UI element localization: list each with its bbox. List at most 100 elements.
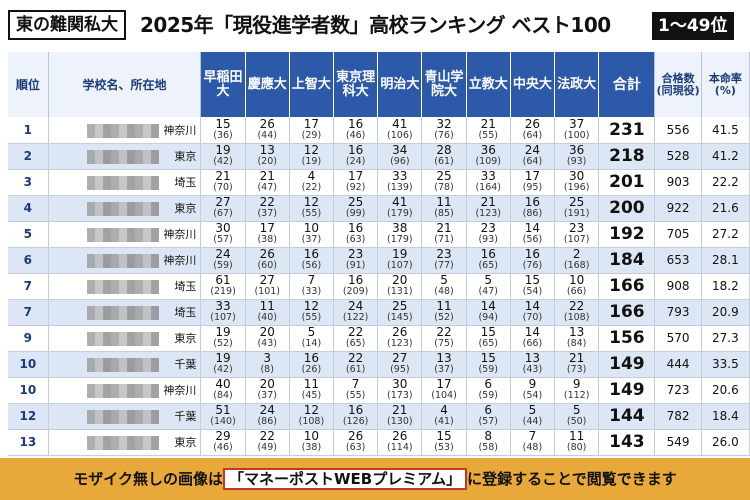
banner-text: モザイク無しの画像は 「マネーポストWEBプレミアム」 に登録することで閲覧できます bbox=[0, 468, 750, 490]
current-students-count: 13 bbox=[436, 351, 452, 365]
total-cell: 184 bbox=[598, 247, 656, 274]
passes-count: (46) bbox=[345, 129, 366, 141]
passes-count: (126) bbox=[342, 416, 369, 427]
school-location: 神奈川 bbox=[163, 228, 197, 241]
passes-count: (123) bbox=[475, 208, 501, 219]
premium-link[interactable]: 「マネーポストWEBプレミアム」 bbox=[222, 468, 468, 490]
university-count-cell: 26 (114) bbox=[377, 429, 423, 456]
mosaic-school-name bbox=[86, 280, 159, 294]
premium-banner[interactable]: モザイク無しの画像は 「マネーポストWEBプレミアム」 に登録することで閲覧できます bbox=[0, 458, 750, 500]
university-count-cell: 23 (93) bbox=[466, 221, 511, 248]
current-students-count: 11 bbox=[303, 377, 320, 391]
school-location: 千葉 bbox=[174, 358, 197, 371]
current-students-count: 38 bbox=[392, 221, 408, 235]
current-students-count: 16 bbox=[524, 247, 541, 261]
passes-count: (104) bbox=[431, 390, 457, 401]
university-count-cell: 33 (139) bbox=[377, 169, 423, 196]
passes-count: (107) bbox=[387, 260, 413, 271]
passes-count: (84) bbox=[213, 390, 233, 401]
current-students-count: 5 bbox=[528, 403, 537, 417]
university-count-cell: 16 (26) bbox=[289, 351, 335, 378]
current-students-count: 26 bbox=[259, 116, 275, 131]
university-count-cell: 21 (47) bbox=[245, 169, 290, 196]
passes-count: (73) bbox=[566, 364, 587, 375]
university-count-cell: 22 (65) bbox=[333, 325, 379, 352]
col-header-total: 合計 bbox=[598, 52, 656, 117]
passes-total-cell: 922 bbox=[654, 195, 702, 222]
passes-count: (49) bbox=[257, 442, 277, 453]
school-cell: 埼玉 bbox=[48, 273, 202, 300]
current-students-count: 12 bbox=[303, 403, 320, 417]
school-location: 埼玉 bbox=[174, 176, 197, 189]
page-title: 2025年「現役進学者数」高校ランキング ベスト100 bbox=[140, 13, 611, 37]
university-count-cell: 19 (107) bbox=[377, 247, 423, 274]
university-count-cell: 16 (56) bbox=[289, 247, 335, 274]
passes-count: (37) bbox=[434, 364, 454, 375]
passes-count: (59) bbox=[478, 390, 498, 401]
passes-count: (8) bbox=[260, 364, 274, 375]
university-count-cell: 11 (85) bbox=[421, 195, 467, 222]
table-row: 5 神奈川 30 (57) 17 (38) 10 (37) 16 (63) 38 (179) 21 (71… bbox=[8, 221, 750, 248]
university-count-cell: 11 (40) bbox=[245, 299, 290, 326]
passes-count: (84) bbox=[566, 338, 587, 349]
passes-count: (76) bbox=[522, 260, 543, 271]
current-students-count: 25 bbox=[436, 169, 452, 183]
passes-count: (19) bbox=[301, 156, 322, 167]
col-header-rank: 順位 bbox=[8, 52, 49, 117]
university-count-cell: 4 (41) bbox=[421, 403, 467, 430]
passes-total-cell: 782 bbox=[654, 403, 702, 430]
university-count-cell: 20 (43) bbox=[245, 325, 290, 352]
university-count-cell: 17 (29) bbox=[289, 117, 335, 144]
university-count-cell: 33 (107) bbox=[200, 299, 246, 326]
school-cell: 東京 bbox=[48, 195, 202, 222]
passes-count: (55) bbox=[345, 390, 366, 401]
current-students-count: 17 bbox=[259, 221, 275, 235]
passes-count: (56) bbox=[301, 260, 322, 271]
university-count-cell: 30 (196) bbox=[554, 169, 600, 196]
rank-cell: 2 bbox=[8, 143, 49, 170]
university-count-cell: 10 (38) bbox=[289, 429, 335, 456]
university-count-cell: 7 (48) bbox=[510, 429, 556, 456]
university-count-cell: 26 (123) bbox=[377, 325, 423, 352]
rate-cell: 22.2 bbox=[701, 169, 750, 196]
university-count-cell: 22 (108) bbox=[554, 299, 600, 326]
current-students-count: 11 bbox=[436, 195, 452, 209]
university-count-cell: 61 (219) bbox=[200, 273, 246, 300]
university-count-cell: 37 (100) bbox=[554, 117, 600, 144]
university-count-cell: 4 (22) bbox=[289, 169, 335, 196]
current-students-count: 27 bbox=[259, 273, 275, 287]
col-header-university: 青山学院大 bbox=[421, 52, 467, 117]
university-count-cell: 15 (65) bbox=[466, 325, 511, 352]
university-count-cell: 12 (19) bbox=[289, 143, 335, 170]
col-header-school: 学校名、所在地 bbox=[48, 52, 202, 117]
current-students-count: 25 bbox=[392, 299, 408, 313]
school-cell: 神奈川 bbox=[48, 247, 202, 274]
current-students-count: 9 bbox=[572, 377, 581, 391]
school-cell: 東京 bbox=[48, 429, 202, 456]
current-students-count: 11 bbox=[436, 299, 452, 313]
passes-count: (86) bbox=[257, 416, 277, 427]
passes-count: (56) bbox=[522, 234, 543, 245]
mosaic-school-name bbox=[86, 358, 159, 372]
current-students-count: 23 bbox=[568, 221, 585, 235]
university-count-cell: 16 (46) bbox=[333, 117, 379, 144]
university-count-cell: 21 (55) bbox=[466, 117, 511, 144]
university-count-cell: 2 (168) bbox=[554, 247, 600, 274]
school-location: 神奈川 bbox=[163, 254, 197, 267]
university-count-cell: 21 (71) bbox=[421, 221, 467, 248]
university-count-cell: 8 (58) bbox=[466, 429, 511, 456]
rate-cell: 20.9 bbox=[701, 299, 750, 326]
university-count-cell: 13 (43) bbox=[510, 351, 556, 378]
university-count-cell: 6 (59) bbox=[466, 377, 511, 404]
rate-cell: 18.4 bbox=[701, 403, 750, 430]
school-location: 神奈川 bbox=[163, 123, 197, 137]
current-students-count: 33 bbox=[215, 299, 231, 313]
passes-count: (75) bbox=[434, 338, 454, 349]
passes-count: (52) bbox=[434, 312, 454, 323]
school-location: 神奈川 bbox=[163, 384, 197, 397]
passes-count: (107) bbox=[210, 312, 236, 323]
mosaic-school-name bbox=[86, 202, 159, 216]
university-count-cell: 19 (42) bbox=[200, 143, 246, 170]
passes-count: (123) bbox=[387, 338, 413, 349]
current-students-count: 5 bbox=[484, 273, 493, 287]
